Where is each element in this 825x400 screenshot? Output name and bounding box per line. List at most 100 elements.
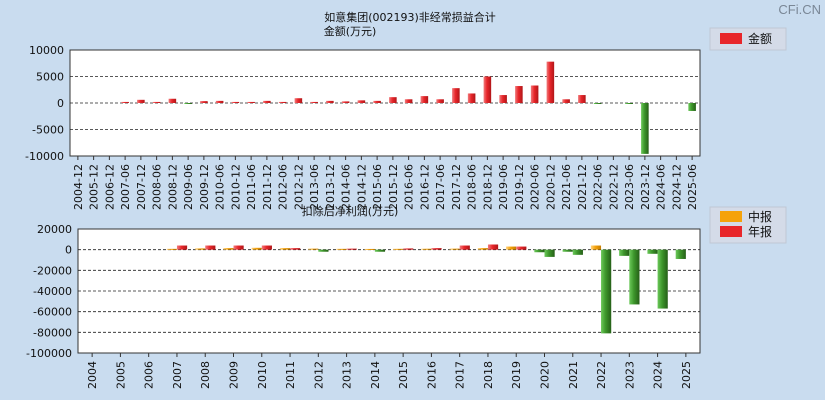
x-tick-label: 2017-06 — [434, 164, 447, 210]
x-tick-label: 2024 — [652, 361, 665, 389]
bar-中报-2008 — [195, 248, 206, 250]
bar-中报-2020 — [534, 249, 545, 253]
chart1-legend-label-amount: 金额 — [748, 31, 772, 46]
y-tick-label: -20000 — [33, 264, 72, 277]
bar-年报-2011 — [290, 248, 301, 250]
x-tick-label: 2018 — [482, 361, 495, 389]
chart2-title: 扣除后净利润(万元) — [302, 204, 399, 218]
bar-金额-2008-06 — [152, 101, 161, 103]
x-tick-label: 2009 — [228, 361, 241, 389]
bar-年报-2021 — [572, 249, 583, 255]
x-tick-label: 2019-06 — [497, 164, 510, 210]
x-tick-label: 2019-12 — [513, 164, 526, 210]
bar-金额-2017-06 — [436, 99, 444, 103]
bar-金额-2009-06 — [184, 103, 192, 104]
bar-金额-2013-06 — [310, 101, 318, 103]
x-tick-label: 2021 — [567, 361, 580, 389]
chart1-x-axis: 2004-12 2005-12 2006-12 2007-06 2007-12 2008-… — [72, 156, 699, 210]
bar-金额-2010-06 — [215, 100, 224, 103]
bar-金额-2018-12 — [483, 76, 492, 103]
bar-金额-2017-12 — [452, 88, 460, 103]
bar-年报-2013 — [346, 248, 357, 250]
x-tick-label: 2023 — [623, 361, 636, 389]
x-tick-label: 2020-06 — [529, 164, 542, 210]
bar-中报-2013 — [336, 248, 347, 250]
x-tick-label: 2010 — [256, 361, 269, 389]
bar-年报-2022 — [601, 249, 612, 334]
x-tick-label: 2016 — [425, 361, 438, 389]
chart1-legend-swatch-amount — [720, 33, 742, 44]
bar-金额-2019-06 — [499, 95, 507, 103]
bar-年报-2024 — [657, 249, 668, 309]
y-tick-label: -10000 — [25, 150, 64, 163]
x-tick-label: 2011 — [284, 361, 297, 389]
x-tick-label: 2016-06 — [403, 164, 416, 210]
x-tick-label: 2012-06 — [277, 164, 290, 210]
x-tick-label: 2017 — [454, 361, 467, 389]
y-tick-label: 0 — [65, 244, 72, 257]
bar-年报-2020 — [544, 249, 555, 257]
x-tick-label: 2006 — [143, 361, 156, 389]
chart1-legend: 金额 — [709, 27, 787, 51]
bar-金额-2010-12 — [231, 101, 240, 103]
bar-年报-2012 — [318, 249, 329, 252]
y-tick-label: -40000 — [33, 285, 72, 298]
x-tick-label: 2020 — [539, 361, 552, 389]
bar-金额-2018-06 — [467, 93, 476, 103]
bar-年报-2019 — [516, 246, 527, 250]
bar-中报-2024 — [647, 249, 658, 254]
bar-金额-2016-12 — [420, 96, 429, 103]
y-tick-label: -60000 — [33, 306, 72, 319]
bar-年报-2010 — [261, 245, 272, 250]
x-tick-label: 2023-12 — [639, 164, 652, 210]
bar-金额-2020-12 — [546, 61, 555, 103]
x-tick-label: 2021-06 — [560, 164, 573, 210]
bar-中报-2009 — [223, 248, 234, 250]
bar-中报-2015 — [392, 248, 404, 250]
chart2-legend-label-interim: 中报 — [748, 209, 772, 224]
chart2-legend-swatch-annual — [720, 226, 742, 237]
bar-中报-2019 — [506, 246, 517, 250]
x-tick-label: 2020-12 — [544, 164, 557, 210]
bar-中报-2011 — [279, 248, 291, 250]
x-tick-label: 2022-06 — [592, 164, 605, 210]
x-tick-label: 2010-06 — [214, 164, 227, 210]
x-tick-label: 2007-06 — [119, 164, 132, 210]
y-tick-label: 20000 — [37, 223, 72, 236]
bar-金额-2019-12 — [515, 86, 523, 103]
x-tick-label: 2008-06 — [151, 164, 164, 210]
y-tick-label: 0 — [57, 97, 64, 110]
x-tick-label: 2005-12 — [88, 164, 101, 210]
bar-金额-2007-06 — [121, 101, 129, 103]
bar-年报-2008 — [205, 245, 216, 250]
bar-年报-2009 — [233, 245, 244, 250]
x-tick-label: 2010-12 — [229, 164, 242, 210]
bar-金额-2014-12 — [357, 100, 366, 103]
bar-年报-2023 — [629, 249, 640, 305]
x-tick-label: 2009-12 — [198, 164, 211, 210]
bar-金额-2023-06 — [625, 103, 633, 104]
chart2-legend: 中报 年报 — [709, 206, 787, 244]
x-tick-label: 2015 — [397, 361, 410, 389]
chart2: 扣除后净利润(万元) 20000 0 -20000 -40000 -60000 -8000… — [26, 204, 787, 389]
bar-中报-2022 — [590, 245, 602, 250]
chart1-subtitle: 金额(万元) — [324, 24, 377, 38]
x-tick-label: 2004 — [86, 361, 99, 389]
x-tick-label: 2022 — [595, 361, 608, 389]
bar-中报-2007 — [166, 248, 177, 250]
chart1-title: 如意集团(002193)非经常损益合计 — [324, 10, 496, 24]
x-tick-label: 2012-12 — [292, 164, 305, 210]
x-tick-label: 2013 — [341, 361, 354, 389]
x-tick-label: 2014-12 — [355, 164, 368, 210]
bar-年报-2014 — [374, 249, 386, 252]
bar-中报-2017 — [449, 248, 460, 250]
bar-金额-2015-12 — [389, 97, 397, 103]
bar-金额-2012-12 — [294, 98, 303, 103]
x-tick-label: 2008-12 — [166, 164, 179, 210]
x-tick-label: 2021-12 — [576, 164, 589, 210]
bar-金额-2015-06 — [373, 100, 381, 103]
x-tick-label: 2019 — [510, 361, 523, 389]
x-tick-label: 2006-12 — [103, 164, 116, 210]
chart1-y-axis: 10000 5000 0 -5000 -10000 — [25, 44, 64, 163]
